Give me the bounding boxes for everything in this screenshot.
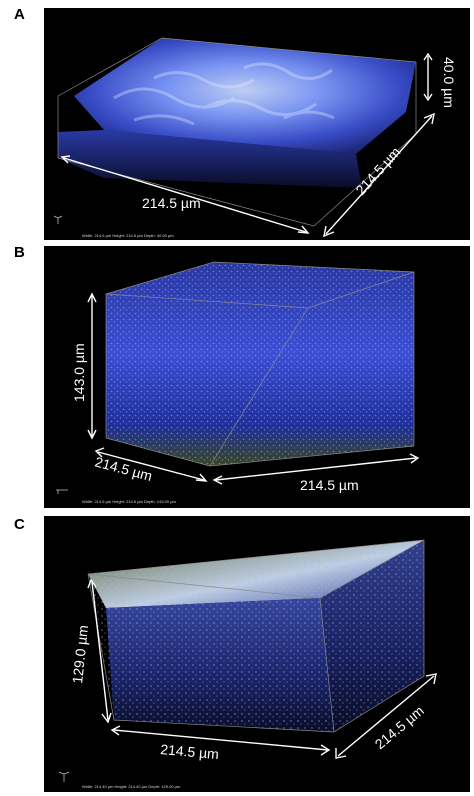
panel-a-letter: A: [14, 6, 25, 23]
panel-a-volume-front: [58, 130, 362, 188]
panel-a-texture: [113, 62, 335, 126]
panel-c-width-arrow: [110, 725, 331, 756]
panel-a-volume-top: [74, 38, 416, 154]
panel-c-image: 129.0 µm 214.5 µm 214.5 µm Width: 214.40…: [44, 516, 470, 792]
panel-c-axis-icon: [58, 771, 70, 782]
panel-b-width-arrow: [212, 453, 420, 485]
panel-b-axis-icon: [56, 489, 68, 494]
panel-a-depth-arrow: [323, 112, 435, 238]
panel-a-depth-label: 214.5 µm: [352, 144, 403, 198]
panel-b-depth-label: 214.5 µm: [93, 453, 154, 484]
panel-a-width-arrow: [60, 155, 310, 234]
panel-a-footer: Width: 214.5 µm Height: 214.5 µm Depth: …: [82, 233, 174, 238]
panel-b-footer: Width: 214.5 µm Height: 214.5 µm Depth: …: [82, 499, 177, 504]
panel-c-volume-speckle: [88, 540, 424, 732]
panel-b-bounding-box: [105, 261, 415, 467]
panel-b-image: 143.0 µm 214.5 µm 214.5 µm Width: 214.5 …: [44, 246, 470, 508]
panel-a-height-label: 40.0 µm: [441, 57, 457, 108]
panel-c-height-arrow: [87, 578, 112, 724]
panel-c-depth-label: 214.5 µm: [372, 702, 427, 752]
panel-b-letter: B: [14, 244, 25, 261]
panel-a-width-label: 214.5 µm: [142, 195, 201, 211]
panel-b-height-arrow: [87, 292, 97, 440]
panel-c-height-label: 129.0 µm: [69, 624, 91, 684]
panel-b-volume-speckle: [106, 262, 414, 466]
panel-b-depth-arrow: [94, 447, 208, 482]
panel-a-bounding-box: [57, 37, 417, 227]
panel-c-bounding-box: [87, 539, 425, 733]
panel-a-image: 40.0 µm 214.5 µm 214.5 µm Width: 214.5 µ…: [44, 8, 470, 240]
panel-c-letter: C: [14, 516, 25, 533]
panel-c-width-label: 214.5 µm: [160, 741, 220, 762]
panel-c-depth-arrow: [335, 673, 437, 759]
panel-a-axis-icon: [53, 215, 63, 224]
panel-c-footer: Width: 214.40 µm Height: 214.40 µm Depth…: [82, 784, 181, 789]
panel-b-width-label: 214.5 µm: [300, 477, 359, 493]
panel-a-height-arrow: [423, 52, 433, 102]
panel-b-height-label: 143.0 µm: [71, 343, 87, 402]
